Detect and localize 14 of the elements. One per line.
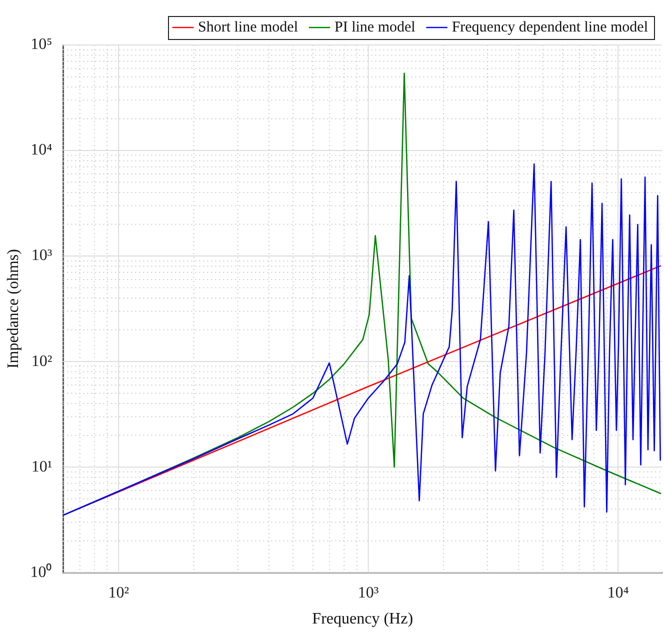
legend-label: Short line model [198, 19, 298, 36]
y-tick-label: 10² [31, 352, 52, 370]
x-axis-title: Frequency (Hz) [312, 610, 414, 628]
y-axis-title: Impedance (ohms) [4, 249, 22, 369]
y-tick-label: 10⁵ [30, 36, 52, 54]
x-tick-label: 10³ [358, 584, 379, 602]
y-tick-label: 10³ [31, 247, 52, 264]
legend-label: PI line model [334, 19, 416, 36]
legend-label: Frequency dependent line model [452, 19, 648, 36]
x-tick-label: 10⁴ [607, 584, 630, 602]
x-tick-label: 10² [108, 584, 130, 602]
y-tick-label: 10⁰ [30, 562, 52, 581]
y-tick-label: 10¹ [31, 458, 52, 476]
y-tick-label: 10⁴ [30, 142, 53, 159]
